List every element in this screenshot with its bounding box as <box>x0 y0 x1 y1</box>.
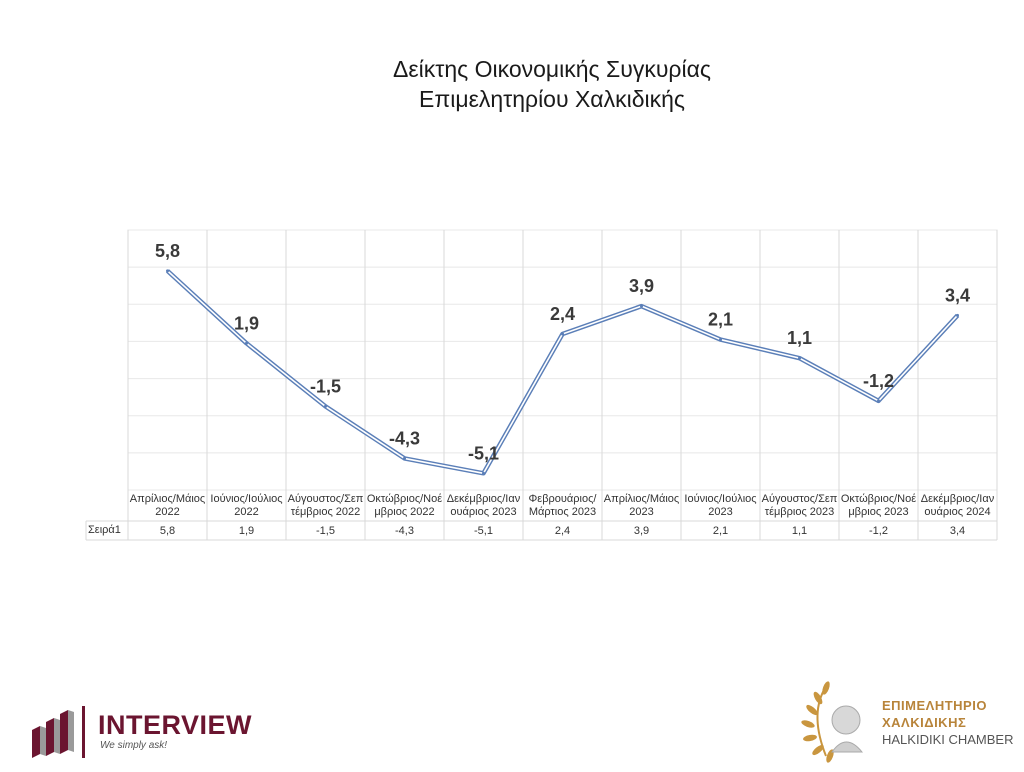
data-label: 1,1 <box>787 328 812 348</box>
halkidiki-chamber-logo: ΕΠΙΜΕΛΗΤΗΡΙΟ ΧΑΛΚΙΔΙΚΗΣ HALKIDIKI CHAMBE… <box>796 676 1022 766</box>
tick-label: Αύγουστος/Σεπ τέμβριος 2023 <box>761 493 838 518</box>
interview-bars-icon <box>32 706 85 758</box>
data-label: -1,5 <box>310 376 341 396</box>
table-cell: 2,4 <box>554 525 571 537</box>
table-cell: -5,1 <box>474 525 493 537</box>
data-point <box>561 332 564 336</box>
data-point <box>482 471 485 475</box>
data-point <box>719 338 722 342</box>
data-label: 1,9 <box>234 313 259 333</box>
data-label: 3,9 <box>629 276 654 296</box>
chart-title-line-2: Επιμελητηρίου Χαλκιδικής <box>419 86 685 112</box>
table-cell: 3,9 <box>633 525 650 537</box>
table-cell: 1,1 <box>791 525 808 537</box>
tick-label: Οκτώβριος/Νοέ μβριος 2022 <box>366 493 443 518</box>
table-cell: 5,8 <box>159 525 176 537</box>
table-cell: 2,1 <box>712 525 729 537</box>
interview-brand: INTERVIEW <box>98 710 253 740</box>
tick-label: Δεκέμβριος/Ιαν ουάριος 2024 <box>920 493 995 518</box>
data-label: 5,8 <box>155 241 180 261</box>
chamber-name-line-3: HALKIDIKI CHAMBER <box>882 732 1014 747</box>
data-label: -1,2 <box>863 371 894 391</box>
data-label: 2,4 <box>550 304 575 324</box>
tick-label: Ιούνιος/Ιούλιος 2023 <box>684 493 757 518</box>
table-cell: -1,2 <box>869 525 888 537</box>
series-name: Σειρά1 <box>88 524 121 536</box>
chamber-name-line-1: ΕΠΙΜΕΛΗΤΗΡΙΟ <box>882 698 987 713</box>
data-label: -5,1 <box>468 443 499 463</box>
tick-label: Απρίλιος/Μάιος 2023 <box>603 493 680 518</box>
tick-label: Αύγουστος/Σεπ τέμβριος 2022 <box>287 493 364 518</box>
tick-label: Απρίλιος/Μάιος 2022 <box>129 493 206 518</box>
data-point <box>956 313 959 317</box>
table-cell: 1,9 <box>238 525 255 537</box>
chart-title: Δείκτης Οικονομικής Συγκυρίας Επιμελητηρ… <box>0 54 1024 114</box>
data-point <box>245 341 248 345</box>
data-point <box>324 404 327 408</box>
tick-label: Δεκέμβριος/Ιαν ουάριος 2023 <box>446 493 521 518</box>
plot-frame <box>127 229 998 491</box>
table-cell: -1,5 <box>316 525 335 537</box>
interview-tagline: We simply ask! <box>100 740 168 751</box>
data-label: 2,1 <box>708 310 733 330</box>
table-cell: 3,4 <box>949 525 966 537</box>
laurel-bust-icon <box>801 681 864 763</box>
tick-label: Ιούνιος/Ιούλιος 2022 <box>210 493 283 518</box>
tick-label: Οκτώβριος/Νοέ μβριος 2023 <box>840 493 917 518</box>
data-point <box>640 304 643 308</box>
table-cell: -4,3 <box>395 525 414 537</box>
chamber-name-line-2: ΧΑΛΚΙΔΙΚΗΣ <box>882 715 967 730</box>
data-point <box>877 399 880 403</box>
tick-label: Φεβρουάριος/Μάρτιος 2023 <box>528 493 597 518</box>
interview-logo: INTERVIEW We simply ask! <box>30 704 260 760</box>
data-label: -4,3 <box>389 428 420 448</box>
data-point <box>798 356 801 360</box>
data-label: 3,4 <box>945 285 970 305</box>
chart-title-line-1: Δείκτης Οικονομικής Συγκυρίας <box>393 56 711 82</box>
data-point <box>166 269 169 273</box>
data-point <box>403 456 406 460</box>
